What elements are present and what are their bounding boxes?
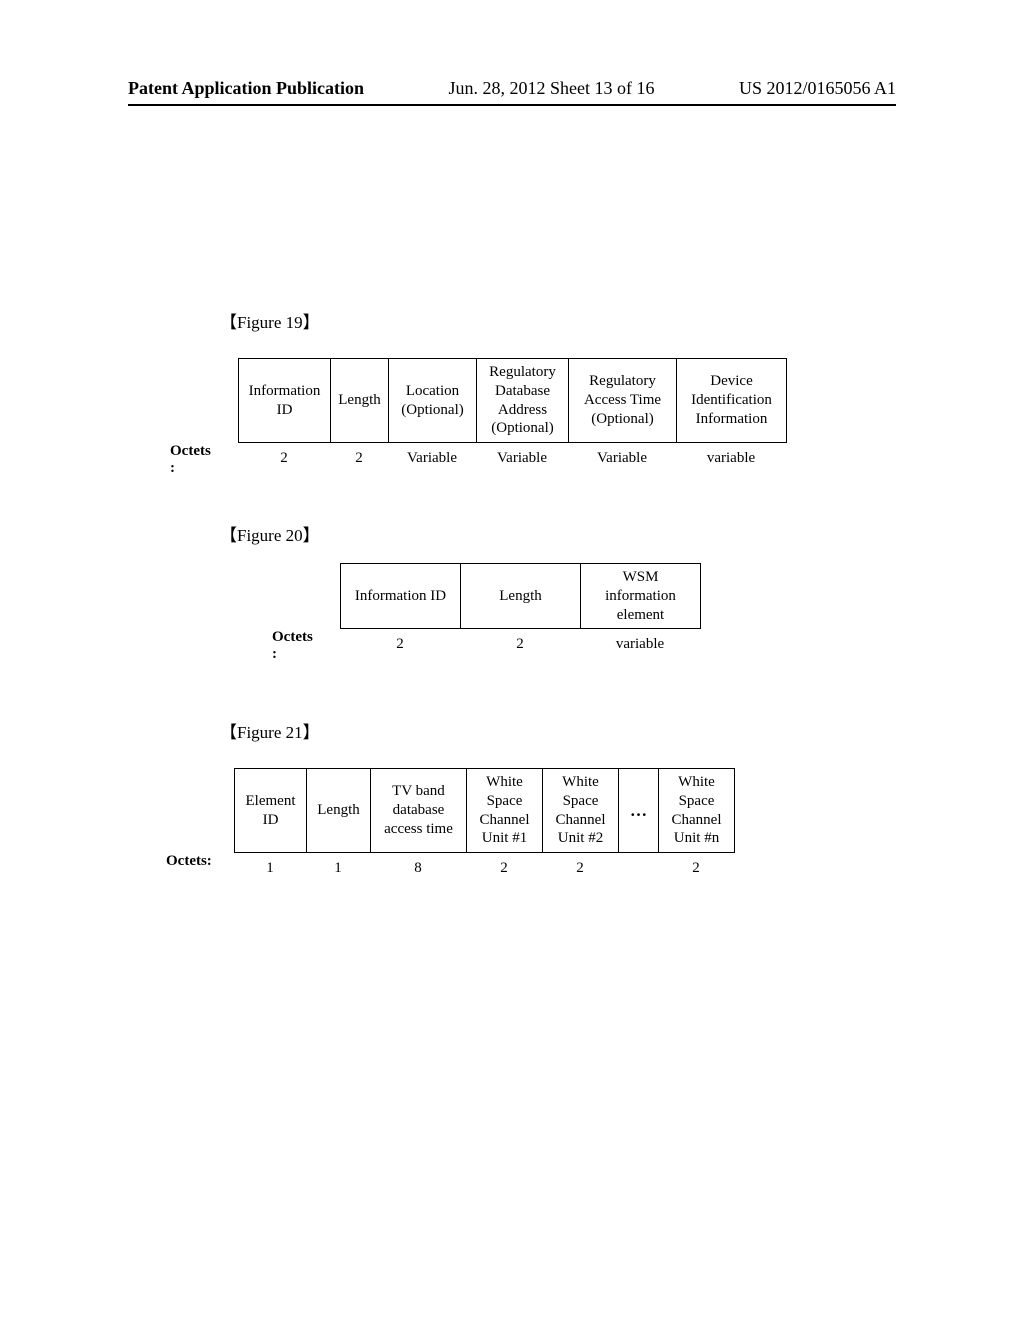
octets-label: Octets: (170, 443, 238, 476)
header-mid: Jun. 28, 2012 Sheet 13 of 16 (449, 78, 655, 99)
table-header: … (619, 769, 659, 853)
table-header: RegulatoryAccess Time(Optional) (569, 359, 677, 443)
octets-value: variable (676, 443, 786, 472)
octets-value: 2 (330, 443, 388, 472)
table-header: WSMinformationelement (581, 564, 701, 629)
octets-value: 1 (234, 853, 306, 882)
table-header: ElementID (235, 769, 307, 853)
octets-value: 2 (238, 443, 330, 472)
table-header: Information ID (341, 564, 461, 629)
octets-value (618, 853, 658, 882)
table-header: Location(Optional) (389, 359, 477, 443)
table-header: Length (461, 564, 581, 629)
octets-value: 1 (306, 853, 370, 882)
table-header: RegulatoryDatabaseAddress(Optional) (477, 359, 569, 443)
figure-19-table: InformationIDLengthLocation(Optional)Reg… (170, 358, 787, 476)
header-right: US 2012/0165056 A1 (739, 78, 896, 99)
octets-value: variable (580, 629, 700, 658)
table-header: WhiteSpaceChannelUnit #2 (543, 769, 619, 853)
figure-20-label: 【Figure 20】 (220, 521, 320, 546)
octets-value: Variable (388, 443, 476, 472)
table-header: TV banddatabaseaccess time (371, 769, 467, 853)
table-header: Length (307, 769, 371, 853)
octets-label: Octets: (272, 629, 340, 662)
table-header: DeviceIdentificationInformation (677, 359, 787, 443)
octets-value: 2 (460, 629, 580, 658)
table-header: Length (331, 359, 389, 443)
octets-value: 8 (370, 853, 466, 882)
octets-value: 2 (340, 629, 460, 658)
header-left: Patent Application Publication (128, 78, 364, 99)
octets-value: 2 (542, 853, 618, 882)
table-header: InformationID (239, 359, 331, 443)
octets-value: Variable (568, 443, 676, 472)
octets-label: Octets: (166, 853, 234, 870)
figure-19-label: 【Figure 19】 (220, 308, 320, 333)
table-header: WhiteSpaceChannelUnit #1 (467, 769, 543, 853)
octets-value: 2 (658, 853, 734, 882)
table-header: WhiteSpaceChannelUnit #n (659, 769, 735, 853)
octets-value: 2 (466, 853, 542, 882)
figure-21-table: ElementIDLengthTV banddatabaseaccess tim… (166, 768, 735, 882)
octets-value: Variable (476, 443, 568, 472)
header-divider (128, 104, 896, 106)
figure-21-label: 【Figure 21】 (220, 718, 320, 743)
figure-20-table: Information IDLengthWSMinformationelemen… (272, 563, 701, 662)
